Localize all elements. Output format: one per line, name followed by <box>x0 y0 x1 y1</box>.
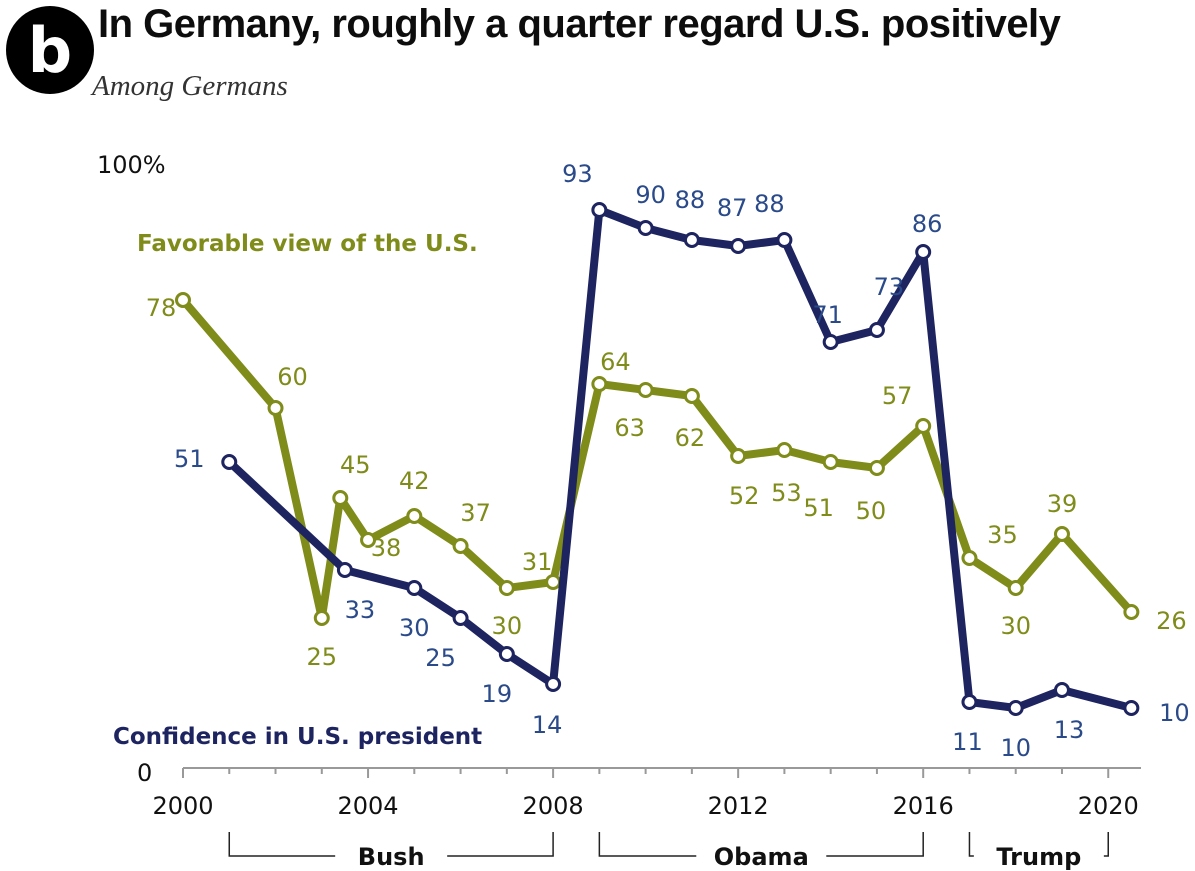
data-point-confidence <box>406 580 423 596</box>
data-point-favorable <box>313 610 330 626</box>
data-label-confidence: 19 <box>482 680 513 708</box>
data-label-confidence: 10 <box>1159 699 1190 727</box>
x-tick-label: 2020 <box>1078 792 1139 820</box>
data-label-confidence: 90 <box>635 181 666 209</box>
data-label-favorable: 53 <box>771 479 802 507</box>
data-label-favorable: 78 <box>146 294 177 322</box>
data-label-confidence: 73 <box>874 273 905 301</box>
data-point-favorable <box>683 388 700 404</box>
data-label-confidence: 93 <box>562 160 593 188</box>
data-label-favorable: 63 <box>614 414 645 442</box>
data-point-favorable <box>868 460 885 476</box>
data-label-confidence: 87 <box>717 194 748 222</box>
data-point-confidence <box>1053 682 1070 698</box>
data-point-favorable <box>406 508 423 524</box>
data-label-favorable: 62 <box>675 424 706 452</box>
era-label: Bush <box>358 843 425 871</box>
data-point-favorable <box>1123 604 1140 620</box>
series-label-favorable: Favorable view of the U.S. <box>137 231 478 257</box>
era-label: Trump <box>996 843 1081 871</box>
data-point-favorable <box>591 376 608 392</box>
data-point-confidence <box>545 676 562 692</box>
data-label-favorable: 52 <box>729 482 760 510</box>
era-label: Obama <box>714 843 809 871</box>
y-top-label: 100% <box>97 151 166 179</box>
data-label-confidence: 51 <box>174 445 205 473</box>
data-label-favorable: 30 <box>1000 612 1031 640</box>
data-point-favorable <box>452 538 469 554</box>
data-point-confidence <box>776 232 793 248</box>
data-point-favorable <box>498 580 515 596</box>
data-point-favorable <box>822 454 839 470</box>
data-point-favorable <box>730 448 747 464</box>
data-point-confidence <box>683 232 700 248</box>
data-label-favorable: 26 <box>1156 607 1187 635</box>
data-label-confidence: 13 <box>1054 716 1085 744</box>
y-bottom-label: 0 <box>137 759 152 787</box>
data-point-favorable <box>1053 526 1070 542</box>
era-bracket-obama: Obama <box>598 832 924 871</box>
era-bracket-bush: Bush <box>228 832 554 871</box>
data-label-favorable: 51 <box>803 494 834 522</box>
data-label-favorable: 30 <box>492 612 523 640</box>
x-tick-label: 2016 <box>893 792 954 820</box>
chart-subtitle: Among Germans <box>92 70 288 102</box>
data-point-favorable <box>267 400 284 416</box>
data-point-confidence <box>498 646 515 662</box>
data-label-favorable: 57 <box>882 382 913 410</box>
data-label-confidence: 25 <box>425 644 456 672</box>
x-tick-label: 2000 <box>152 792 213 820</box>
data-point-favorable <box>1007 580 1024 596</box>
data-point-confidence <box>1123 700 1140 716</box>
data-label-favorable: 31 <box>522 548 553 576</box>
data-label-favorable: 39 <box>1047 490 1078 518</box>
data-point-confidence <box>221 454 238 470</box>
data-label-confidence: 71 <box>812 301 843 329</box>
data-point-confidence <box>637 220 654 236</box>
data-point-confidence <box>591 202 608 218</box>
data-label-favorable: 35 <box>987 521 1018 549</box>
data-label-favorable: 45 <box>340 451 371 479</box>
data-label-confidence: 33 <box>345 596 376 624</box>
data-label-favorable: 42 <box>399 467 430 495</box>
x-tick-label: 2004 <box>338 792 399 820</box>
data-point-favorable <box>332 490 349 506</box>
data-point-confidence <box>915 244 932 260</box>
series-line-favorable <box>179 296 1136 622</box>
data-point-confidence <box>452 610 469 626</box>
data-point-favorable <box>776 442 793 458</box>
data-label-favorable: 25 <box>307 643 338 671</box>
data-label-favorable: 50 <box>856 497 887 525</box>
data-point-confidence <box>336 562 353 578</box>
data-label-confidence: 88 <box>675 186 706 214</box>
data-label-confidence: 88 <box>754 190 785 218</box>
data-point-favorable <box>637 382 654 398</box>
data-point-confidence <box>961 694 978 710</box>
era-bracket-trump: Trump <box>968 832 1109 871</box>
x-tick-label: 2012 <box>708 792 769 820</box>
data-point-confidence <box>730 238 747 254</box>
data-label-confidence: 11 <box>952 728 983 756</box>
data-label-confidence: 30 <box>399 614 430 642</box>
data-label-confidence: 86 <box>912 210 943 238</box>
data-point-favorable <box>175 292 191 308</box>
panel-badge: b <box>6 6 94 94</box>
data-label-favorable: 60 <box>277 363 308 391</box>
data-point-confidence <box>822 334 839 350</box>
data-point-confidence <box>1007 700 1024 716</box>
x-tick-label: 2008 <box>523 792 584 820</box>
data-label-favorable: 38 <box>371 534 402 562</box>
data-point-favorable <box>915 418 932 434</box>
data-point-favorable <box>360 532 377 548</box>
data-point-favorable <box>961 550 978 566</box>
series-label-confidence: Confidence in U.S. president <box>113 724 482 750</box>
data-label-favorable: 64 <box>600 348 631 376</box>
data-label-confidence: 14 <box>532 711 563 739</box>
data-label-favorable: 37 <box>460 499 491 527</box>
data-label-confidence: 10 <box>1000 734 1031 762</box>
chart-title: In Germany, roughly a quarter regard U.S… <box>98 2 1061 46</box>
data-point-favorable <box>545 574 562 590</box>
data-point-confidence <box>868 322 885 338</box>
